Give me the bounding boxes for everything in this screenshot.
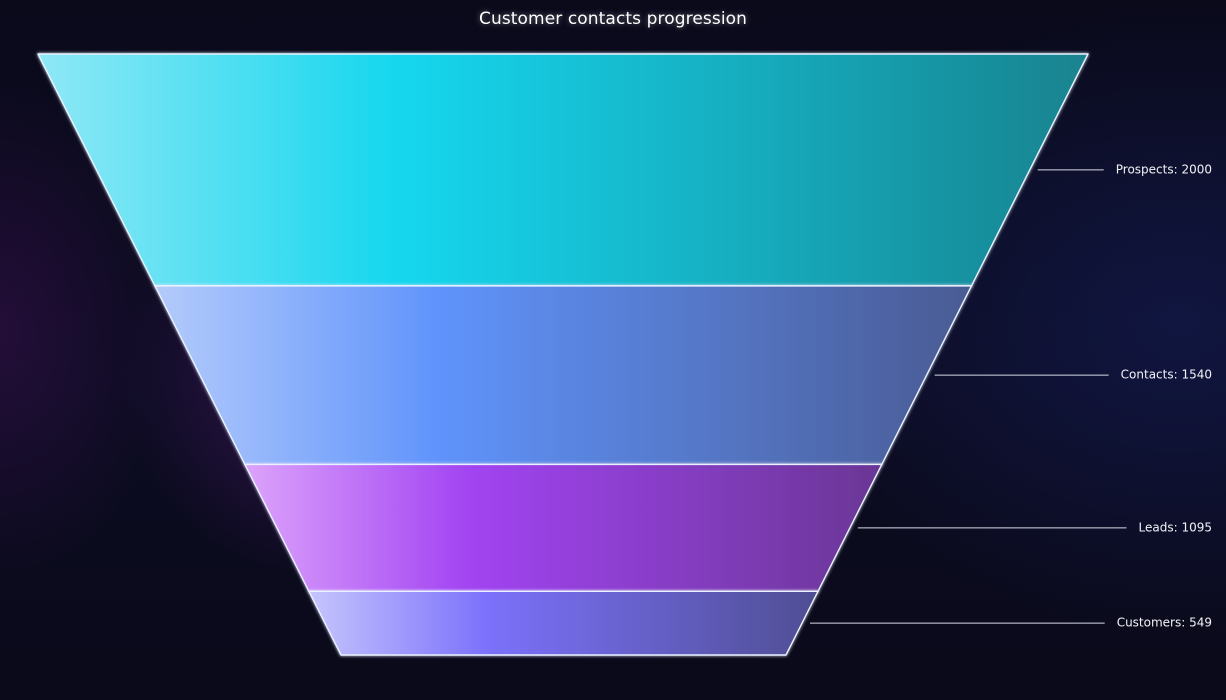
chart-title: Customer contacts progression bbox=[478, 9, 748, 29]
funnel-label-contacts: Contacts: 1540 bbox=[1121, 368, 1212, 382]
funnel-segment-prospects bbox=[37, 53, 1089, 287]
funnel-segment-leads bbox=[244, 463, 883, 593]
funnel-label-leads: Leads: 1095 bbox=[1139, 520, 1212, 534]
funnel-segment-customers bbox=[308, 590, 819, 656]
funnel-segment-contacts bbox=[154, 285, 973, 466]
funnel-label-prospects: Prospects: 2000 bbox=[1116, 162, 1212, 176]
funnel-label-customers: Customers: 549 bbox=[1117, 616, 1212, 630]
